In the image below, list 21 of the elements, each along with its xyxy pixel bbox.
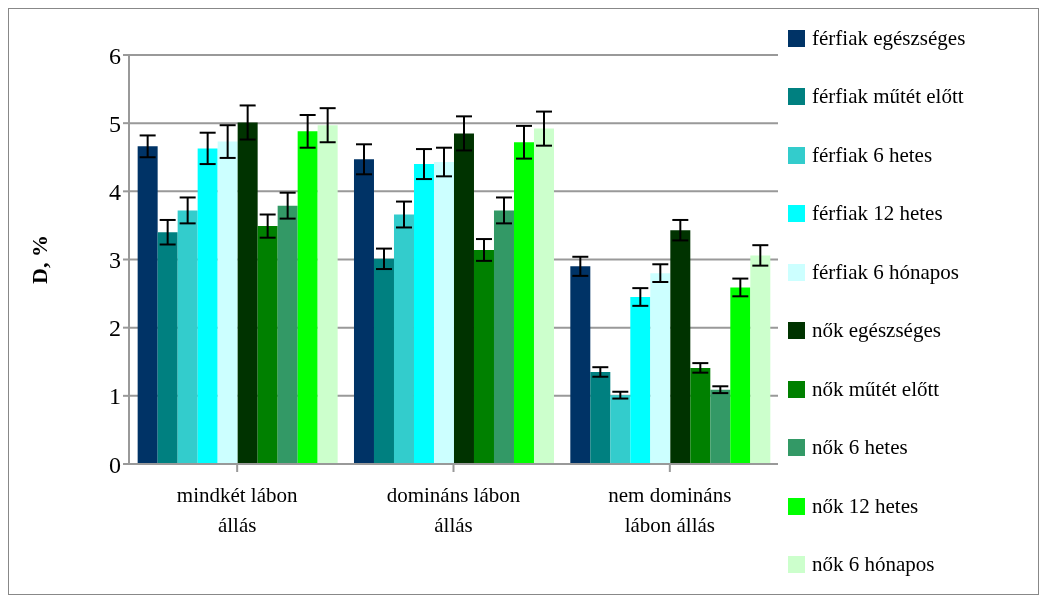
legend-label: férfiak 6 hetes bbox=[812, 142, 933, 168]
y-tick-label: 6 bbox=[109, 42, 121, 69]
legend-label: nők 12 hetes bbox=[812, 493, 919, 519]
y-tick-label: 3 bbox=[109, 247, 121, 274]
legend-label: férfiak egészséges bbox=[812, 25, 966, 51]
x-tick-label: domináns lábon állás bbox=[386, 483, 521, 537]
legend-label: nők 6 hónapos bbox=[812, 552, 935, 578]
legend-label: nők 6 hetes bbox=[812, 435, 908, 461]
legend-label: férfiak 12 hetes bbox=[812, 201, 943, 227]
x-tick-label: nem domináns lábon állás bbox=[608, 483, 732, 537]
y-tick-label: 0 bbox=[109, 451, 121, 478]
legend-label: nők egészséges bbox=[812, 318, 941, 344]
y-tick-label: 5 bbox=[109, 110, 121, 137]
legend-label: nők műtét előtt bbox=[812, 376, 940, 402]
y-tick-label: 2 bbox=[109, 315, 121, 342]
y-axis-title: D, % bbox=[26, 235, 52, 284]
legend-label: férfiak műtét előtt bbox=[812, 84, 964, 110]
legend-label: férfiak 6 hónapos bbox=[812, 259, 959, 285]
y-tick-label: 1 bbox=[109, 383, 121, 410]
y-tick-label: 4 bbox=[109, 178, 121, 205]
x-tick-label: mindkét lábon állás bbox=[176, 483, 299, 537]
